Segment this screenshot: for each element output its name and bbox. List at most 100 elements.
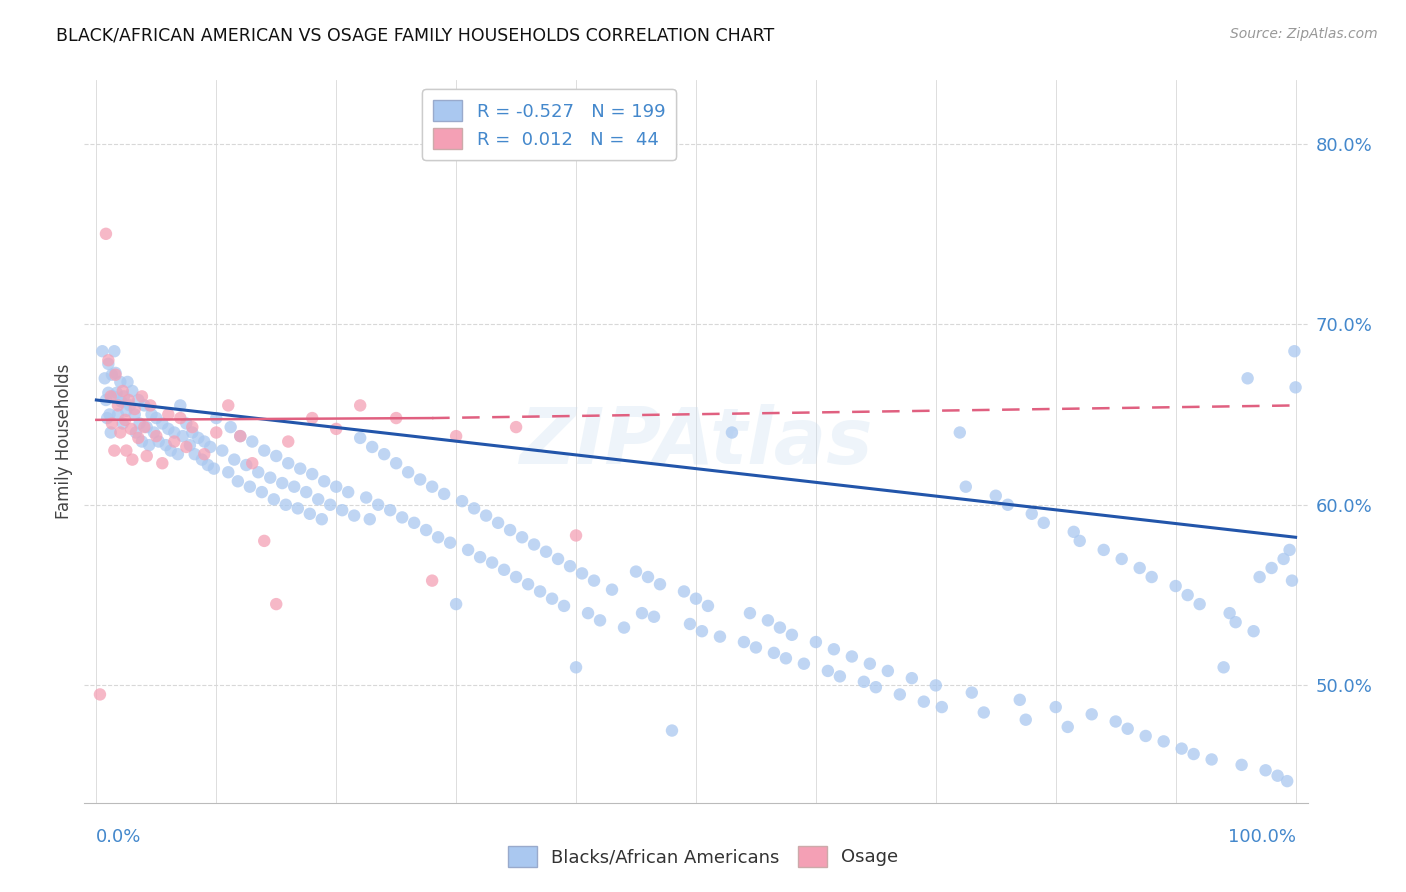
Point	[1249, 570, 1271, 584]
Point	[600, 582, 623, 597]
Point	[145, 411, 167, 425]
Point	[1015, 713, 1038, 727]
Point	[865, 680, 887, 694]
Point	[1219, 606, 1241, 620]
Point	[780, 628, 803, 642]
Point	[685, 591, 707, 606]
Point	[101, 368, 124, 382]
Point	[277, 434, 299, 449]
Point	[319, 498, 342, 512]
Point	[361, 440, 384, 454]
Point	[337, 485, 360, 500]
Point	[219, 420, 242, 434]
Point	[205, 411, 228, 425]
Point	[960, 685, 983, 699]
Point	[114, 413, 136, 427]
Point	[1080, 707, 1102, 722]
Point	[745, 640, 768, 655]
Point	[169, 398, 191, 412]
Point	[259, 470, 281, 484]
Point	[529, 584, 551, 599]
Point	[1243, 624, 1265, 639]
Point	[793, 657, 815, 671]
Point	[181, 425, 204, 440]
Point	[311, 512, 333, 526]
Point	[1236, 371, 1258, 385]
Point	[290, 461, 312, 475]
Point	[142, 425, 165, 440]
Point	[167, 447, 190, 461]
Point	[235, 458, 257, 472]
Point	[463, 501, 485, 516]
Point	[94, 392, 117, 407]
Text: ZIPAtlas: ZIPAtlas	[519, 403, 873, 480]
Point	[343, 508, 366, 523]
Point	[1021, 507, 1043, 521]
Point	[224, 452, 246, 467]
Text: 0.0%: 0.0%	[97, 828, 142, 846]
Point	[181, 420, 204, 434]
Point	[494, 563, 516, 577]
Point	[661, 723, 683, 738]
Point	[672, 584, 695, 599]
Point	[499, 523, 522, 537]
Point	[1032, 516, 1054, 530]
Point	[103, 443, 125, 458]
Point	[240, 434, 263, 449]
Point	[1284, 344, 1306, 359]
Point	[949, 425, 972, 440]
Point	[984, 489, 1007, 503]
Point	[427, 530, 450, 544]
Point	[571, 566, 593, 581]
Point	[385, 456, 408, 470]
Point	[859, 657, 882, 671]
Point	[457, 543, 479, 558]
Point	[690, 624, 713, 639]
Point	[505, 420, 527, 434]
Point	[349, 398, 371, 412]
Point	[191, 452, 214, 467]
Point	[576, 606, 599, 620]
Point	[354, 491, 377, 505]
Point	[643, 609, 665, 624]
Point	[1111, 552, 1133, 566]
Point	[1069, 533, 1091, 548]
Point	[1129, 561, 1152, 575]
Point	[775, 651, 797, 665]
Point	[385, 411, 408, 425]
Point	[1164, 579, 1187, 593]
Point	[486, 516, 509, 530]
Point	[709, 630, 731, 644]
Point	[534, 545, 557, 559]
Point	[931, 700, 953, 714]
Point	[295, 485, 318, 500]
Point	[330, 503, 353, 517]
Point	[120, 422, 142, 436]
Point	[110, 394, 132, 409]
Point	[541, 591, 564, 606]
Point	[1230, 757, 1253, 772]
Point	[409, 473, 432, 487]
Point	[105, 385, 128, 400]
Point	[107, 408, 129, 422]
Point	[111, 417, 134, 431]
Point	[955, 480, 977, 494]
Point	[110, 375, 132, 389]
Point	[1281, 574, 1303, 588]
Point	[349, 431, 371, 445]
Point	[141, 408, 163, 422]
Point	[762, 646, 785, 660]
Point	[148, 434, 170, 449]
Point	[287, 501, 309, 516]
Point	[1105, 714, 1128, 729]
Point	[96, 411, 118, 425]
Point	[150, 456, 173, 470]
Point	[444, 429, 467, 443]
Point	[97, 385, 120, 400]
Point	[973, 706, 995, 720]
Point	[1267, 769, 1289, 783]
Point	[101, 417, 124, 431]
Point	[1008, 693, 1031, 707]
Point	[1225, 615, 1247, 630]
Point	[131, 434, 153, 449]
